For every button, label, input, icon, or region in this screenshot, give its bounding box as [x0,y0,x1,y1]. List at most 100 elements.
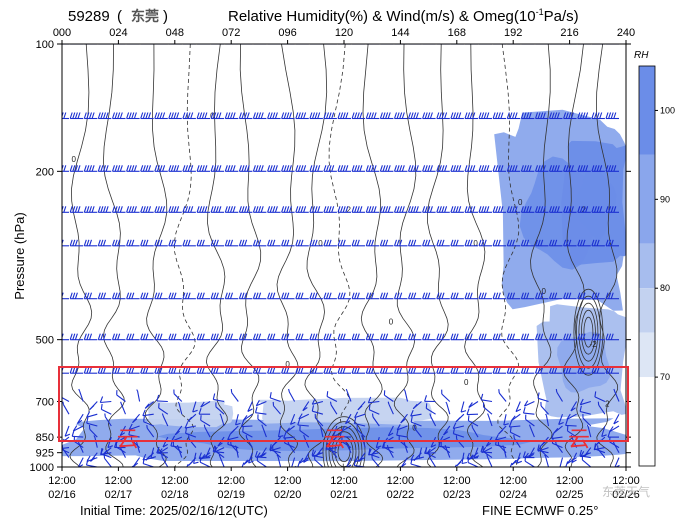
x-top-tick-label: 216 [560,27,578,39]
wind-barb-flag [309,44,311,45]
wind-barb-flag [511,112,516,119]
model-name: FINE ECMWF 0.25° [482,503,598,518]
wind-barb [379,367,394,374]
wind-barb-flag [128,423,133,430]
wind-barb-flag [441,44,443,45]
wind-barb-flag [367,396,372,403]
omega-contour-label: 0 [210,111,215,120]
wind-barb [337,206,351,213]
wind-barb-staff [73,425,84,432]
wind-barb [154,239,168,247]
wind-barb-flag [399,367,403,374]
wind-barb-flag [385,367,389,374]
wind-barb-flag [212,393,216,400]
wind-barb-flag [88,367,93,374]
wind-barb-staff [453,433,465,438]
wind-barb-flag [548,206,553,213]
wind-barb-flag [534,112,539,119]
wind-barb [238,367,253,374]
wind-barb-staff [513,438,521,448]
wind-barb-flag [91,165,95,172]
wind-barb-flag [500,165,504,172]
wind-barb [205,447,211,459]
wind-barb-flag [241,44,243,45]
wind-barb-flag [551,292,555,299]
wind-barb-flag [455,367,459,374]
wind-barb-flag [563,367,567,374]
wind-barb-flag [599,206,603,213]
wind-barb-flag [161,454,163,458]
wind-barb-flag [156,239,160,246]
wind-barb-flag [371,44,373,45]
wind-barb [351,112,366,120]
wind-barb-flag [410,239,414,246]
wind-barb-flag [303,165,307,172]
wind-barb-flag [605,367,609,374]
wind-barb-flag [325,165,330,172]
wind-barb-flag [102,165,107,172]
wind-barb [168,165,182,172]
wind-barb-flag [591,292,595,299]
wind-barb-flag [300,44,302,45]
wind-barb-flag [497,239,501,246]
wind-barb-staff [86,413,98,418]
wind-barb [371,413,380,427]
wind-barb-flag [365,165,369,172]
wind-barb-flag [290,421,296,425]
wind-barb-flag [235,422,241,426]
wind-barb-flag [556,165,560,172]
wind-barb-flag [410,206,414,213]
wind-barb-staff [483,406,493,415]
wind-barb-staff [255,412,267,415]
wind-barb [509,426,521,438]
wind-barb-flag [351,333,355,340]
wind-barb-flag [100,403,103,410]
wind-barb-flag [145,333,149,340]
wind-barb-flag [242,426,244,432]
wind-barb-flag [605,112,609,119]
wind-barb-flag [365,206,369,213]
wind-barb-flag [424,112,428,119]
wind-barb-flag [56,367,58,373]
wind-barb-flag [399,165,403,172]
wind-barb-staff [173,445,183,454]
wind-barb-flag [142,453,147,461]
wind-barb-flag [202,44,203,45]
wind-barb [400,413,408,424]
wind-barb-staff [200,419,211,427]
wind-barb-staff [371,458,380,467]
wind-barb [492,367,507,374]
wind-barb-flag [351,367,355,374]
wind-barb-staff [330,404,338,415]
wind-barb [353,417,366,427]
wind-barb-flag [311,292,316,299]
wind-barb-flag [613,165,617,172]
wind-barb [86,417,98,427]
wind-barb-flag [464,292,468,299]
wind-barb [591,367,605,374]
wind-barb [520,112,535,120]
wind-barb [69,206,84,213]
wind-barb [252,367,267,374]
wind-barb [281,333,295,341]
wind-barb-staff [248,452,253,464]
wind-barb-flag [213,206,217,213]
x-bottom-tick-date: 02/26 [612,489,640,501]
wind-barb [323,165,337,172]
wind-barb-flag [458,165,462,172]
wind-barb-flag [478,333,482,340]
wind-barb-staff [537,397,549,403]
wind-barb-flag [147,206,152,213]
wind-barb-flag [185,44,187,45]
wind-barb-flag [388,432,394,437]
wind-barb-flag [269,392,272,398]
wind-barb [140,44,154,45]
wind-barb-flag [354,411,359,418]
wind-barb-flag [114,292,118,299]
wind-barb-flag [140,333,144,340]
wind-barb [154,367,168,374]
wind-barb-flag [359,165,363,172]
wind-barb [83,239,98,247]
wind-barb-flag [535,44,537,45]
wind-barb-flag [201,367,205,374]
